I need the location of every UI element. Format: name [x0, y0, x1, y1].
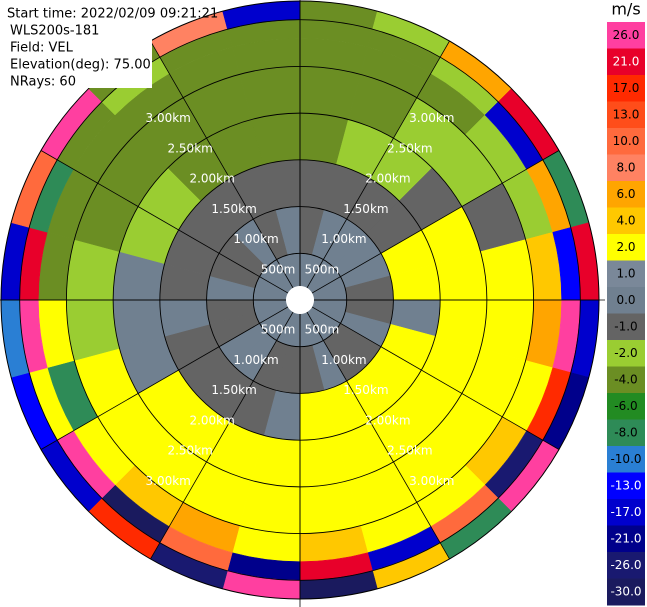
range-label: 2.50km — [387, 141, 432, 155]
info-line: Elevation(deg): 75.00 — [10, 58, 151, 73]
range-label: 3.00km — [409, 111, 454, 125]
info-line: WLS200s-181 — [10, 24, 99, 39]
range-label: 2.50km — [387, 444, 432, 458]
colorbar-bin — [607, 366, 645, 394]
info-background — [0, 4, 152, 88]
colorbar-bin — [607, 313, 645, 341]
colorbar-bin — [607, 552, 645, 579]
colorbar-label: -26.0 — [610, 558, 641, 572]
range-label: 1.50km — [343, 202, 388, 216]
range-label: 1.50km — [211, 383, 256, 397]
range-label: 1.00km — [321, 353, 366, 367]
info-line: NRays: 60 — [10, 75, 76, 90]
colorbar-title: m/s — [611, 0, 640, 19]
range-ring — [19, 19, 581, 581]
velocity-field — [0, 0, 600, 600]
colorbar-bin — [607, 128, 645, 155]
colorbar-label: -10.0 — [610, 452, 641, 466]
colorbar-bin — [607, 22, 645, 49]
range-label: 2.00km — [189, 413, 234, 427]
colorbar-bin — [607, 181, 645, 208]
colorbar-bin — [607, 472, 645, 500]
range-label: 1.00km — [233, 232, 278, 246]
colorbar-label: 8.0 — [616, 160, 635, 174]
colorbar-bin — [607, 525, 645, 553]
range-ring — [159, 159, 441, 441]
range-label: 1.50km — [211, 202, 256, 216]
colorbar-label: -30.0 — [610, 584, 641, 598]
range-label: 3.00km — [146, 111, 191, 125]
range-ring — [112, 112, 488, 488]
center-hole — [285, 285, 315, 315]
colorbar-label: -21.0 — [610, 531, 641, 545]
colorbar-label: 1.0 — [616, 266, 635, 280]
colorbar-label: -6.0 — [614, 399, 637, 413]
range-label: 1.50km — [343, 383, 388, 397]
colorbar-bin — [607, 287, 645, 314]
info-line: Field: VEL — [10, 41, 74, 56]
range-label: 500m — [305, 262, 340, 276]
range-label: 2.50km — [167, 444, 212, 458]
range-label: 500m — [305, 323, 340, 337]
colorbar-bin — [607, 75, 645, 102]
range-label: 500m — [261, 323, 296, 337]
range-label: 3.00km — [409, 474, 454, 488]
range-label: 1.00km — [233, 353, 278, 367]
range-label: 2.00km — [365, 413, 410, 427]
colorbar-bin — [607, 154, 645, 182]
colorbar-bin — [607, 207, 645, 235]
range-label: 3.00km — [146, 474, 191, 488]
colorbar-label: 26.0 — [613, 28, 640, 42]
colorbar-bin — [607, 101, 645, 129]
range-ring — [206, 206, 394, 394]
colorbar-bin — [607, 393, 645, 420]
colorbar-label: -8.0 — [614, 425, 637, 439]
colorbar-bin — [607, 446, 645, 473]
range-label: 2.00km — [365, 172, 410, 186]
info-line: Start time: 2022/02/09 09:21:21 — [7, 7, 218, 22]
colorbar-label: -17.0 — [610, 505, 641, 519]
range-label: 500m — [261, 262, 296, 276]
colorbar-label: 0.0 — [616, 293, 635, 307]
colorbar-bin — [607, 578, 645, 606]
colorbar-bin — [607, 48, 645, 76]
colorbar-label: -4.0 — [614, 372, 637, 386]
polar-grid — [0, 0, 605, 607]
range-ring — [252, 252, 348, 348]
range-label: 2.00km — [189, 172, 234, 186]
range-labels: 500m 500m 500m 500m 1.00km 1.00km 1.00km 1.00km… — [146, 111, 455, 488]
colorbar-label: 17.0 — [613, 81, 640, 95]
colorbar-label: 2.0 — [616, 240, 635, 254]
range-ring — [65, 65, 535, 535]
colorbar-label: 6.0 — [616, 187, 635, 201]
info-box: Start time: 2022/02/09 09:21:21 WLS200s-1… — [0, 4, 218, 90]
colorbar-bin — [607, 419, 645, 447]
colorbar-bin — [607, 340, 645, 367]
colorbar: m/s 26.0 21.0 17.0 13.0 10.0 8.0 6.0 4.0 2.0 1.0 0… — [607, 0, 645, 606]
range-label: 1.00km — [321, 232, 366, 246]
colorbar-label: 21.0 — [613, 54, 640, 68]
colorbar-label: -2.0 — [614, 346, 637, 360]
colorbar-bin — [607, 234, 645, 261]
colorbar-label: -13.0 — [610, 478, 641, 492]
colorbar-label: 13.0 — [613, 107, 640, 121]
colorbar-bin — [607, 260, 645, 288]
colorbar-label: -1.0 — [614, 319, 637, 333]
range-label: 2.50km — [167, 141, 212, 155]
colorbar-label: 10.0 — [613, 134, 640, 148]
colorbar-label: 4.0 — [616, 213, 635, 227]
colorbar-bin — [607, 499, 645, 526]
